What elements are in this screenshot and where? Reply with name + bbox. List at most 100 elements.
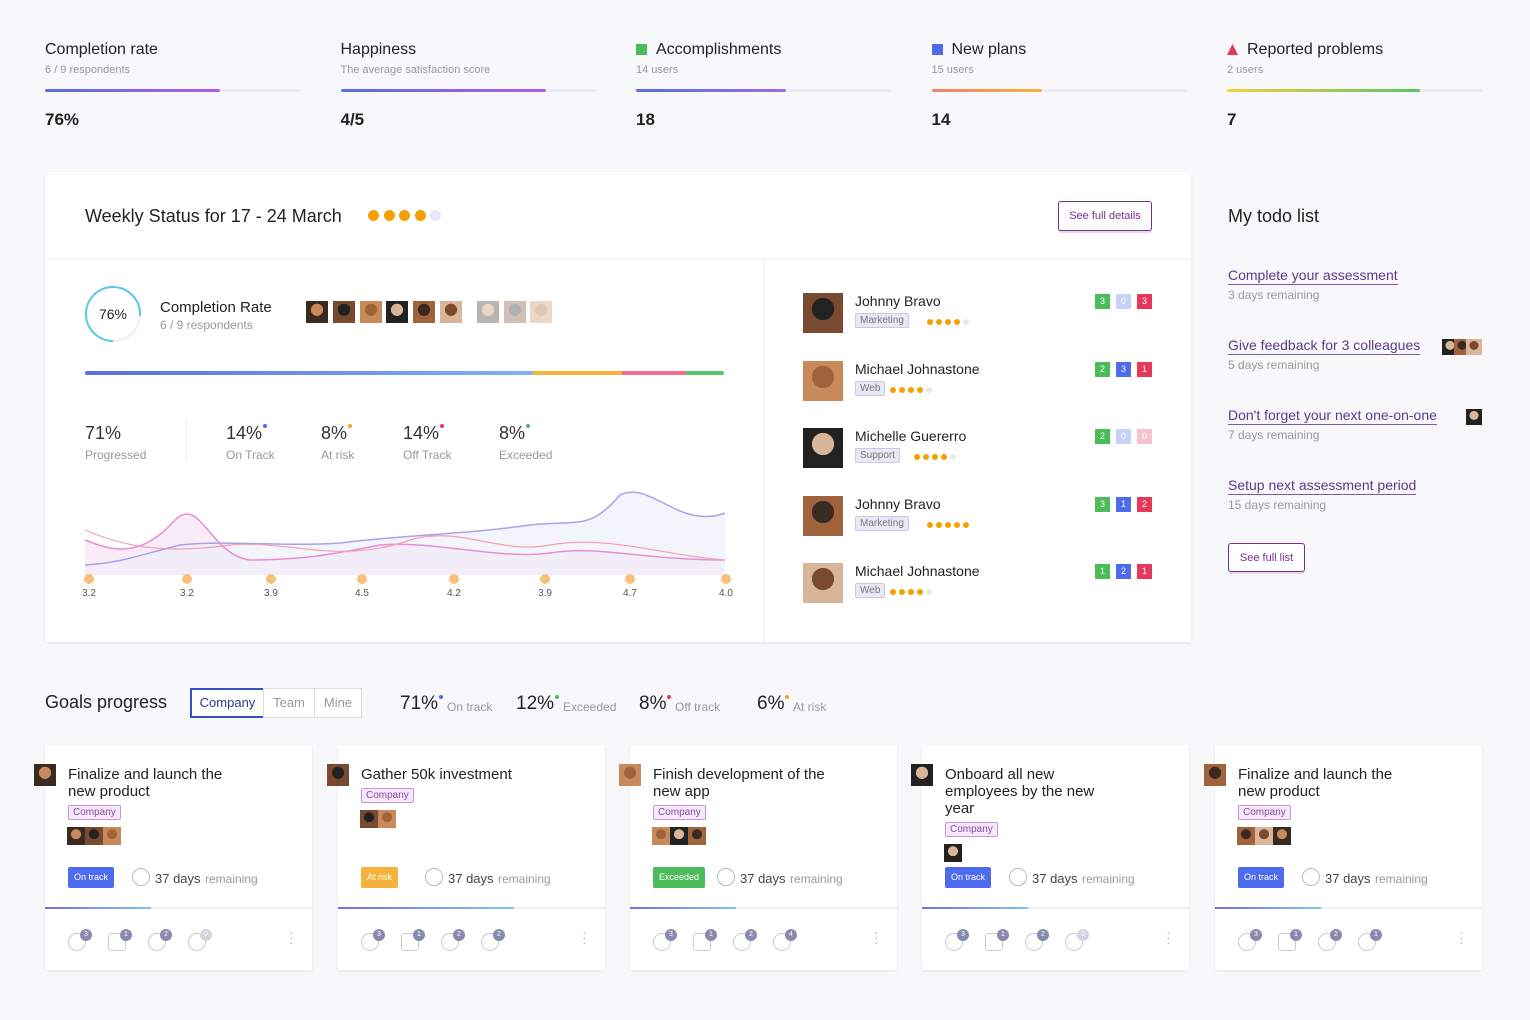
kpi-subtitle: 14 users — [636, 64, 679, 76]
completion-percent: 76% — [98, 306, 128, 322]
kpi-subtitle: The average satisfaction score — [340, 64, 491, 76]
action-icon[interactable] — [1238, 933, 1256, 951]
rating-dot — [898, 589, 905, 595]
kpi-subtitle: 15 users — [931, 64, 974, 76]
avatar — [944, 844, 962, 862]
action-icon[interactable] — [148, 933, 166, 951]
chart-label: 4.5 — [355, 588, 369, 599]
chart-label: 3.9 — [538, 588, 552, 599]
divider — [45, 259, 1191, 260]
rating-dot — [950, 454, 957, 460]
tab[interactable]: Company — [190, 688, 265, 718]
area — [85, 492, 725, 575]
goal-days: 37 days — [155, 871, 201, 886]
rating-dot — [926, 521, 933, 528]
todo-task[interactable]: Don't forget your next one-on-one — [1228, 407, 1437, 425]
rating-dot — [941, 454, 948, 460]
action-icon[interactable] — [653, 933, 671, 951]
avatar — [911, 764, 933, 786]
chart-label: 3.9 — [264, 588, 278, 599]
count-bubble: 0 — [200, 929, 212, 941]
stat-dot — [555, 695, 559, 699]
action-icon[interactable] — [1278, 933, 1296, 951]
see-list-button[interactable]: See full list — [1228, 543, 1305, 572]
status-badge: On track — [68, 867, 115, 888]
timer-icon — [1302, 868, 1320, 886]
action-icon[interactable] — [1025, 933, 1043, 951]
more-menu[interactable]: · · · — [874, 924, 879, 950]
kpi-value: 4/5 — [340, 110, 365, 129]
rating-dot — [926, 319, 933, 325]
action-icon[interactable] — [401, 933, 419, 951]
todo-task[interactable]: Setup next assessment period — [1228, 477, 1417, 495]
avatar — [306, 301, 328, 323]
count-bubble: 3 — [665, 929, 677, 941]
chart-dot — [625, 574, 635, 584]
goal-progress — [45, 907, 151, 909]
line — [84, 529, 726, 561]
avatar — [803, 293, 843, 333]
action-icon[interactable] — [188, 933, 206, 951]
avatar — [504, 301, 526, 323]
action-icon[interactable] — [108, 933, 126, 951]
count-bubble: 2 — [1330, 929, 1342, 941]
action-icon[interactable] — [945, 933, 963, 951]
completion-ring — [85, 286, 141, 342]
action-icon[interactable] — [68, 933, 86, 951]
count-bubble: 3 — [957, 929, 969, 941]
count-bubble: 3 — [80, 929, 92, 941]
todo-task[interactable]: Complete your assessment — [1228, 267, 1398, 285]
goal-tag: Company — [653, 805, 706, 820]
action-icon[interactable] — [481, 933, 499, 951]
kpi-title: Accomplishments — [656, 41, 782, 58]
action-icon[interactable] — [773, 933, 791, 951]
action-icon[interactable] — [1318, 933, 1336, 951]
timer-icon — [425, 868, 443, 886]
tab[interactable]: Team — [263, 688, 315, 718]
goal-track — [1215, 907, 1482, 909]
avatar — [440, 301, 462, 323]
rating-dot — [932, 454, 939, 460]
todo-task[interactable]: Give feedback for 3 colleagues — [1228, 337, 1421, 355]
goal-progress — [630, 907, 736, 909]
goal-days: 37 days — [740, 871, 786, 886]
avatar — [1237, 827, 1255, 845]
avatar — [85, 827, 103, 845]
count-bubble: 1 — [997, 929, 1009, 941]
goal-tag: Company — [945, 822, 998, 837]
action-icon[interactable] — [1358, 933, 1376, 951]
ring-fill — [85, 286, 141, 342]
chart-dot — [449, 574, 459, 584]
goal-progress — [338, 907, 514, 909]
chart-dot — [84, 574, 94, 584]
count-bubble: 1 — [1370, 929, 1382, 941]
rating-dot — [914, 454, 921, 460]
rating-dot — [962, 319, 969, 325]
more-menu[interactable]: · · · — [289, 924, 294, 950]
person-name: Johnny Bravo — [855, 293, 941, 309]
kpi-value: 18 — [636, 110, 655, 129]
action-icon[interactable] — [441, 933, 459, 951]
count-bubble: 2 — [160, 929, 172, 941]
stat-value: 8% — [321, 423, 348, 443]
more-menu[interactable]: · · · — [582, 924, 587, 950]
action-icon[interactable] — [1065, 933, 1083, 951]
count-badge: 3 — [1137, 294, 1152, 309]
rating-dot — [916, 386, 923, 393]
team-tag: Marketing — [855, 515, 909, 531]
more-menu[interactable]: · · · — [1166, 924, 1171, 950]
count-bubble: 0 — [1077, 929, 1089, 941]
tab[interactable]: Mine — [314, 688, 362, 718]
kpi-fill — [636, 89, 786, 92]
action-icon[interactable] — [693, 933, 711, 951]
see-details-button[interactable]: See full details — [1058, 201, 1152, 231]
chart-dot — [721, 574, 731, 584]
action-icon[interactable] — [733, 933, 751, 951]
goal-remaining: remaining — [790, 872, 843, 886]
stat-value: 8% — [499, 423, 526, 443]
kpi-title: New plans — [951, 41, 1027, 58]
count-bubble: 3 — [1250, 929, 1262, 941]
action-icon[interactable] — [985, 933, 1003, 951]
more-menu[interactable]: · · · — [1459, 924, 1464, 950]
action-icon[interactable] — [361, 933, 379, 951]
